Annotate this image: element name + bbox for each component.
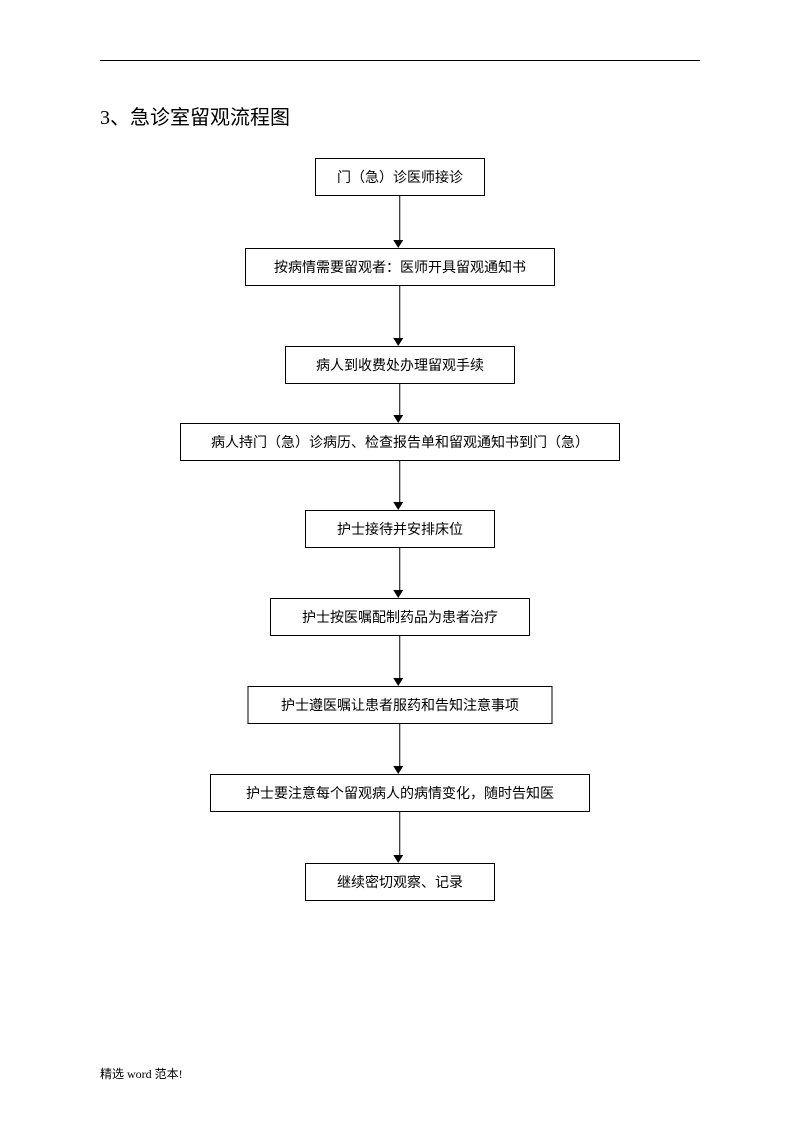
flowchart-node-7: 护士遵医嘱让患者服药和告知注意事项 [248,686,553,724]
flowchart: 门（急）诊医师接诊按病情需要留观者：医师开具留观通知书病人到收费处办理留观手续病… [100,158,700,978]
flowchart-node-3: 病人到收费处办理留观手续 [285,346,515,384]
flowchart-arrow-4 [397,461,403,510]
flowchart-arrow-5 [397,548,403,598]
header-rule [100,60,700,61]
flowchart-node-1: 门（急）诊医师接诊 [315,158,485,196]
flowchart-node-2: 按病情需要留观者：医师开具留观通知书 [245,248,555,286]
flowchart-arrow-6 [397,636,403,686]
page-title: 3、急诊室留观流程图 [100,101,700,130]
flowchart-node-9: 继续密切观察、记录 [305,863,495,901]
footer-text: 精选 word 范本! [100,1065,183,1082]
flowchart-node-8: 护士要注意每个留观病人的病情变化，随时告知医 [210,774,590,812]
flowchart-arrow-7 [397,724,403,774]
flowchart-node-4: 病人持门（急）诊病历、检查报告单和留观通知书到门（急） [180,423,620,461]
flowchart-node-6: 护士按医嘱配制药品为患者治疗 [270,598,530,636]
flowchart-arrow-1 [397,196,403,248]
flowchart-arrow-2 [397,286,403,346]
flowchart-arrow-8 [397,812,403,863]
flowchart-node-5: 护士接待并安排床位 [305,510,495,548]
flowchart-arrow-3 [397,384,403,423]
page-container: 3、急诊室留观流程图 门（急）诊医师接诊按病情需要留观者：医师开具留观通知书病人… [0,0,800,1018]
